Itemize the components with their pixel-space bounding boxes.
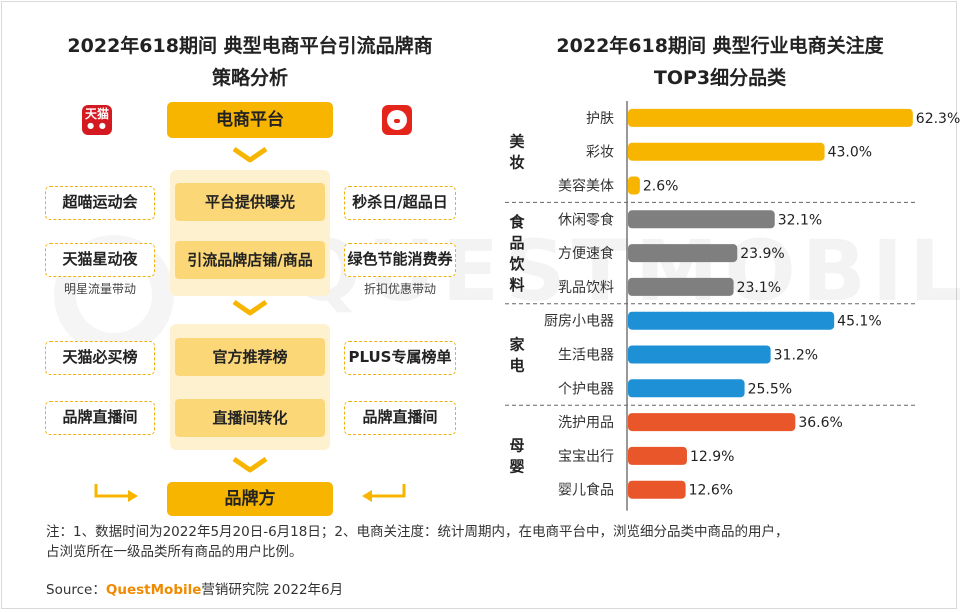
group-label: 食品饮料: [508, 213, 525, 294]
bar: [628, 379, 745, 398]
bar: [628, 345, 771, 364]
source-prefix: Source：: [46, 582, 106, 598]
left-title: 2022年618期间 典型电商平台引流品牌商 策略分析: [30, 30, 470, 94]
group-label: 母婴: [509, 437, 524, 476]
arrow-left-icon: [362, 484, 406, 502]
bar: [628, 413, 796, 432]
value-label: 45.1%: [837, 314, 881, 330]
category-label: 乳品饮料: [558, 280, 614, 296]
right-caption: 折扣优惠带动: [363, 282, 436, 296]
right-box-flash-sale: 秒杀日/超品日: [344, 186, 456, 220]
source-line: Source：QuestMobile营销研究院 2022年6月: [46, 578, 343, 598]
value-label: 36.6%: [798, 415, 842, 431]
value-label: 2.6%: [643, 179, 679, 195]
left-box-must-buy: 天猫必买榜: [45, 341, 155, 375]
value-label: 62.3%: [916, 111, 960, 127]
category-label: 洗护用品: [558, 415, 614, 431]
value-label: 12.9%: [690, 449, 734, 465]
left-title-line1: 2022年618期间 典型电商平台引流品牌商: [67, 35, 433, 57]
left-box-sports-gala: 超喵运动会: [45, 186, 155, 220]
tmall-logo: 天猫 ● ●: [82, 105, 112, 135]
center-box-traffic-brand: 引流品牌店铺/商品: [175, 241, 325, 279]
center-box-live-conversion: 直播间转化: [175, 399, 325, 437]
brand-footer: 品牌方: [167, 482, 333, 516]
chart-title: 2022年618期间 典型行业电商关注度 TOP3细分品类: [500, 30, 940, 94]
value-label: 32.1%: [778, 212, 822, 228]
category-label: 宝宝出行: [558, 449, 614, 465]
chevron-down-icon: [232, 146, 268, 163]
category-label: 护肤: [586, 111, 614, 127]
category-label: 美容美体: [558, 178, 614, 195]
category-label: 休闲零食: [558, 211, 614, 228]
chevron-down-icon: [232, 456, 268, 473]
bar: [628, 176, 640, 195]
category-label: 厨房小电器: [544, 314, 614, 330]
category-label: 彩妆: [586, 145, 614, 161]
value-label: 23.1%: [737, 280, 781, 296]
group-label: 家电: [509, 335, 524, 374]
category-label: 生活电器: [558, 348, 614, 364]
group-label: 美妆: [509, 132, 525, 171]
right-box-brand-live: 品牌直播间: [344, 401, 456, 435]
value-label: 12.6%: [689, 483, 733, 499]
platform-header: 电商平台: [167, 102, 333, 138]
right-box-green-coupon: 绿色节能消费券: [344, 243, 456, 277]
bar: [628, 210, 775, 229]
center-box-official-ranking: 官方推荐榜: [175, 338, 325, 376]
category-label: 方便速食: [558, 245, 614, 262]
footnote: 注：1、数据时间为2022年5月20日-6月18日；2、电商关注度：统计周期内，…: [46, 522, 926, 562]
chart-title-line1: 2022年618期间 典型行业电商关注度: [556, 35, 884, 57]
bar: [628, 480, 686, 499]
left-caption: 明星流量带动: [63, 282, 136, 296]
arrow-right-icon: [94, 484, 138, 502]
chart-title-line2: TOP3细分品类: [653, 67, 787, 89]
left-box-star-night: 天猫星动夜: [45, 243, 155, 277]
footnote-line1: 注：1、数据时间为2022年5月20日-6月18日；2、电商关注度：统计周期内，…: [46, 524, 789, 540]
bar: [628, 142, 825, 161]
source-suffix: 营销研究院 2022年6月: [201, 582, 344, 598]
tmall-logo-text: 天猫: [84, 107, 109, 121]
chevron-down-icon: [232, 299, 268, 316]
left-title-line2: 策略分析: [211, 67, 288, 89]
bar: [628, 108, 913, 127]
value-label: 43.0%: [828, 145, 872, 161]
bar: [628, 244, 738, 263]
jd-logo: [382, 105, 412, 135]
center-box-exposure: 平台提供曝光: [175, 183, 325, 221]
right-box-plus-ranking: PLUS专属榜单: [344, 341, 456, 375]
bar: [628, 277, 734, 296]
footnote-line2: 占浏览所在一级品类所有商品的用户比例。: [46, 544, 303, 560]
category-label: 个护电器: [558, 381, 614, 397]
value-label: 31.2%: [774, 348, 818, 364]
category-label: 婴儿食品: [558, 482, 614, 499]
value-label: 23.9%: [740, 246, 784, 262]
source-brand: QuestMobile: [105, 582, 202, 598]
left-box-brand-live: 品牌直播间: [45, 401, 155, 435]
bar: [628, 311, 835, 330]
value-label: 25.5%: [748, 381, 792, 397]
bar: [628, 446, 687, 465]
